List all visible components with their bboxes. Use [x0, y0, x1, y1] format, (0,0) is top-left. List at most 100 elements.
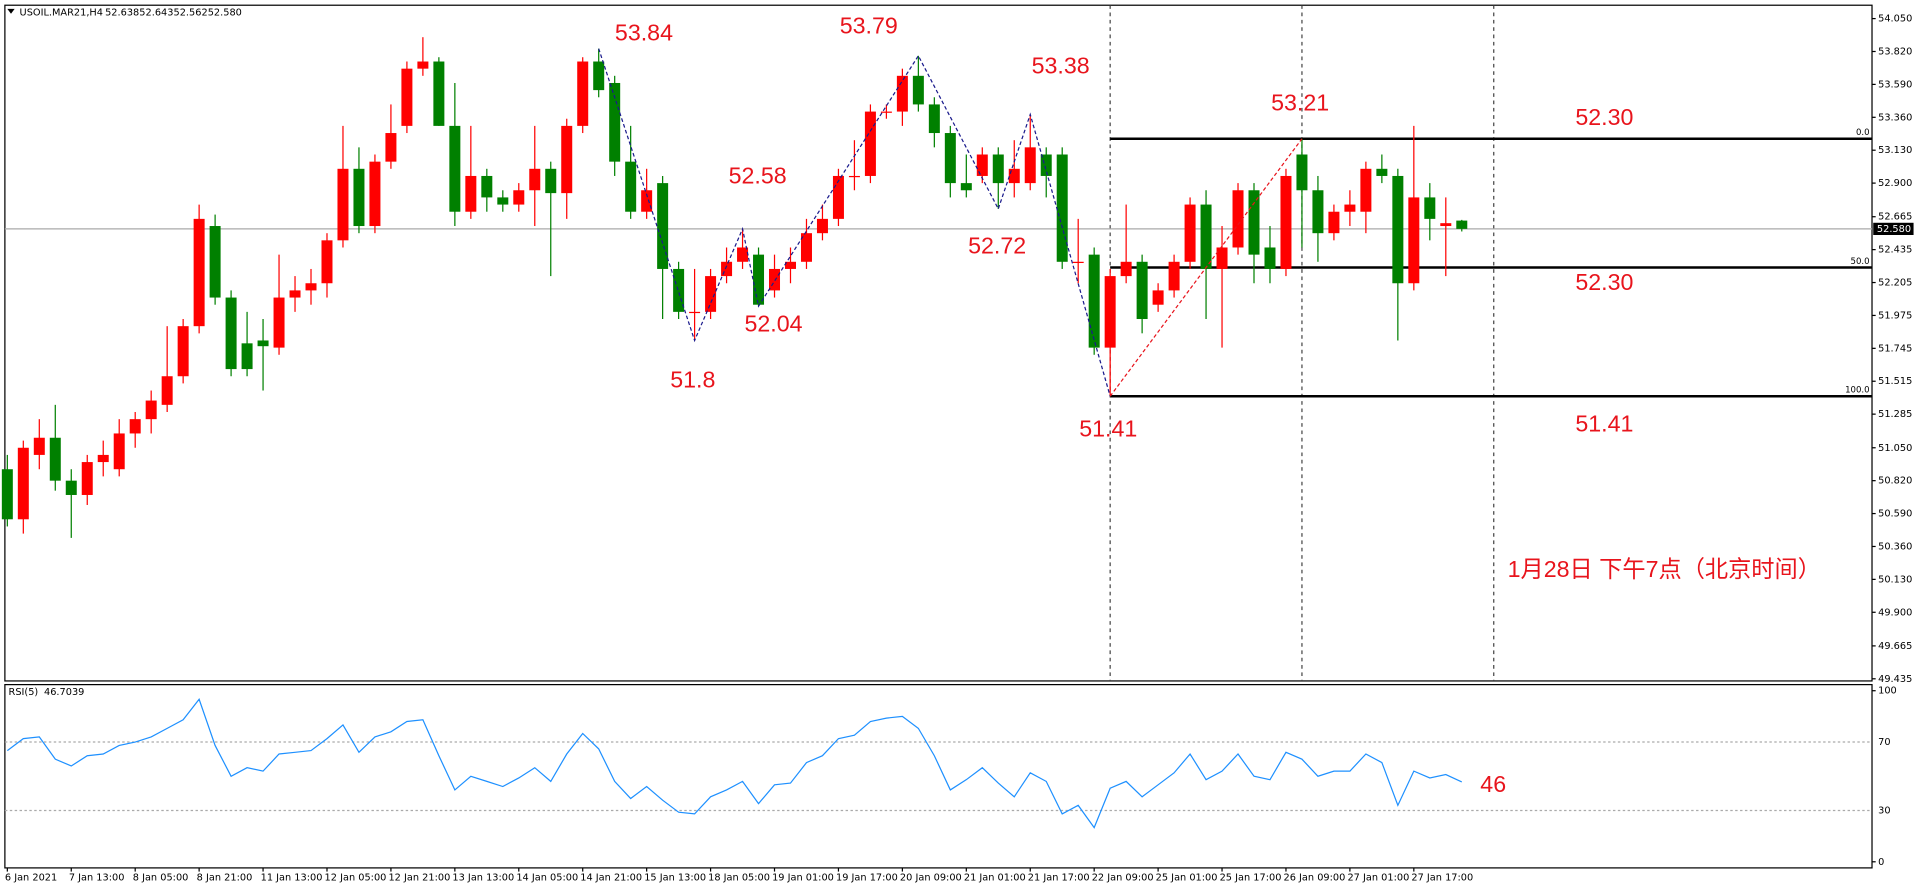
x-tick-label: 18 Jan 05:00 — [708, 873, 770, 884]
candle-body — [1440, 223, 1452, 227]
candle-body — [513, 190, 525, 205]
candle-body — [1104, 276, 1116, 348]
y-tick-label: 52.900 — [1878, 178, 1912, 189]
x-tick-label: 8 Jan 21:00 — [197, 873, 253, 884]
candle-body — [769, 268, 781, 291]
candle-body — [816, 218, 828, 234]
x-tick-label: 13 Jan 13:00 — [452, 873, 514, 884]
x-tick-label: 21 Jan 01:00 — [964, 873, 1026, 884]
candle-body — [1040, 154, 1052, 176]
rsi-line — [6, 698, 1463, 829]
candle-body — [1248, 190, 1260, 255]
candle-body — [433, 61, 445, 126]
fibo-label: 0.0 — [1856, 128, 1870, 138]
x-tick-label: 6 Jan 2021 — [5, 873, 57, 884]
candle-body — [864, 111, 876, 176]
candle-body — [609, 82, 621, 162]
x-tick-label: 20 Jan 09:00 — [900, 873, 962, 884]
trend-line — [1109, 138, 1303, 397]
candle-body — [449, 125, 461, 212]
x-tick-label: 26 Jan 09:00 — [1284, 873, 1346, 884]
annotation: 1月28日 下午7点（北京时间） — [1508, 556, 1821, 582]
candle-body — [689, 311, 701, 314]
y-tick-label: 51.975 — [1878, 310, 1912, 321]
candle-body — [225, 297, 237, 370]
x-tick-label: 21 Jan 17:00 — [1028, 873, 1090, 884]
candle-body — [1408, 197, 1420, 284]
ohlc-value: 52.580 — [208, 8, 242, 19]
rsi-value: 46.7039 — [44, 687, 84, 698]
main-panel — [4, 4, 1873, 682]
candle-body — [1072, 261, 1084, 264]
candle-body — [960, 183, 972, 191]
candle-body — [1056, 154, 1068, 262]
x-tick-label: 8 Jan 05:00 — [133, 873, 189, 884]
candle-body — [1376, 168, 1388, 176]
rsi-tick-label: 0 — [1878, 857, 1884, 868]
candle-body — [49, 437, 61, 481]
x-tick-label: 27 Jan 17:00 — [1411, 873, 1473, 884]
y-tick-label: 53.360 — [1878, 112, 1912, 123]
current-price-tag — [1873, 222, 1914, 235]
y-tick-label: 51.050 — [1878, 443, 1912, 454]
candle-body — [1360, 168, 1372, 212]
candle-body — [401, 68, 413, 126]
candle-body — [1312, 190, 1324, 234]
candle-body — [1, 469, 13, 520]
y-tick-label: 52.205 — [1878, 278, 1912, 289]
y-tick-label: 51.515 — [1878, 376, 1912, 387]
annotation: 53.21 — [1271, 89, 1329, 115]
y-tick-label: 53.130 — [1878, 145, 1912, 156]
candle-body — [1456, 220, 1468, 229]
ohlc-value: 52.638 — [105, 8, 139, 19]
candle-body — [800, 233, 812, 262]
x-tick-label: 7 Jan 13:00 — [69, 873, 125, 884]
candle-body — [289, 290, 301, 298]
symbol-label: USOIL.MAR21,H4 — [20, 8, 103, 19]
current-price-label: 52.580 — [1877, 224, 1911, 235]
zigzag-line — [598, 48, 1111, 397]
y-tick-label: 49.900 — [1878, 607, 1912, 618]
candle-body — [1328, 211, 1340, 234]
annotation: 52.58 — [729, 163, 787, 189]
candle-body — [17, 447, 29, 520]
candle-body — [33, 437, 45, 455]
candle-body — [145, 400, 157, 420]
x-tick-label: 22 Jan 09:00 — [1092, 873, 1154, 884]
candle-body — [1184, 204, 1196, 262]
candle-body — [273, 297, 285, 348]
candle-body — [129, 419, 141, 434]
annotation: 53.84 — [615, 20, 673, 46]
x-tick-label: 14 Jan 05:00 — [516, 873, 578, 884]
rsi-tick-label: 100 — [1878, 686, 1897, 697]
candle-body — [209, 226, 221, 298]
candle-body — [1424, 197, 1436, 219]
candle-body — [497, 197, 509, 205]
x-tick-label: 19 Jan 01:00 — [772, 873, 834, 884]
candle-body — [1088, 254, 1100, 348]
y-tick-label: 53.820 — [1878, 46, 1912, 57]
candle-body — [561, 125, 573, 194]
annotation: 46 — [1480, 771, 1506, 797]
x-tick-label: 19 Jan 17:00 — [836, 873, 898, 884]
fibo-label: 50.0 — [1851, 257, 1870, 267]
ohlc-value: 52.643 — [139, 8, 173, 19]
x-tick-label: 25 Jan 17:00 — [1220, 873, 1282, 884]
x-tick-label: 25 Jan 01:00 — [1156, 873, 1218, 884]
candle-body — [1200, 204, 1212, 269]
candle-body — [832, 175, 844, 219]
rsi-tick-label: 70 — [1878, 737, 1890, 748]
x-tick-label: 11 Jan 13:00 — [261, 873, 323, 884]
y-tick-label: 51.745 — [1878, 343, 1912, 354]
rsi-tick-label: 30 — [1878, 805, 1890, 816]
candle-body — [353, 168, 365, 227]
candle-body — [193, 218, 205, 327]
annotation: 52.72 — [968, 232, 1026, 258]
candle-body — [113, 433, 125, 470]
annotation: 51.41 — [1079, 416, 1137, 442]
candle-body — [1008, 168, 1020, 184]
menu-arrow[interactable] — [7, 8, 15, 14]
annotation: 52.30 — [1575, 104, 1633, 130]
candle-body — [896, 75, 908, 112]
